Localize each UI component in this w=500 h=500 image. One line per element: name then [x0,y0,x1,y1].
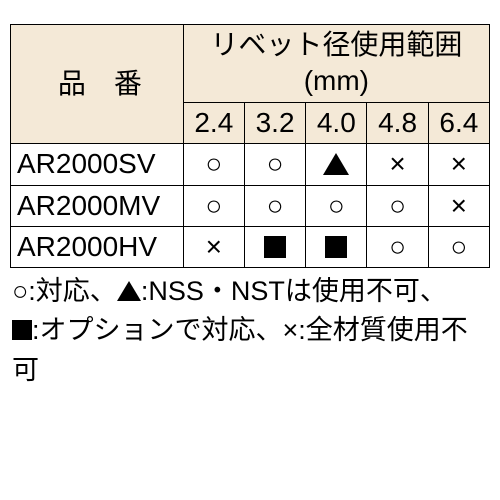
content-wrap: 品 番 リベット径使用範囲(mm) 2.4 3.2 4.0 4.8 6.4 AR… [0,0,500,400]
legend-line-1: ○:対応、 :NSS・NSTは使用不可、 [12,272,490,311]
cell [306,226,367,267]
cell [306,144,367,185]
size-1: 3.2 [244,102,305,143]
model-cell: AR2000MV [11,185,184,226]
size-3: 4.8 [367,102,428,143]
cell: ○ [367,226,428,267]
cell: × [428,144,489,185]
cell: ○ [306,185,367,226]
cell: ○ [244,144,305,185]
legend: ○:対応、 :NSS・NSTは使用不可、 :オプションで対応、×:全材質使用不可 [10,272,490,389]
size-2: 4.0 [306,102,367,143]
header-model: 品 番 [11,25,184,144]
header-range: リベット径使用範囲(mm) [183,25,489,103]
model-cell: AR2000SV [11,144,184,185]
triangle-icon [117,281,141,301]
table-row: AR2000MV ○ ○ ○ ○ × [11,185,490,226]
legend-triangle-text: :NSS・NSTは使用不可、 [141,276,447,306]
table-row: AR2000SV ○ ○ × × [11,144,490,185]
cell: ○ [244,185,305,226]
square-icon [12,320,32,340]
legend-circle-text: ○:対応、 [12,276,117,306]
cell: × [428,185,489,226]
table-row: AR2000HV × ○ ○ [11,226,490,267]
cell [244,226,305,267]
size-0: 2.4 [183,102,244,143]
cell: ○ [183,144,244,185]
cell: × [367,144,428,185]
cell: ○ [183,185,244,226]
model-cell: AR2000HV [11,226,184,267]
square-icon [325,236,347,258]
square-icon [264,236,286,258]
cell: ○ [367,185,428,226]
compat-table: 品 番 リベット径使用範囲(mm) 2.4 3.2 4.0 4.8 6.4 AR… [10,24,490,268]
header-row-1: 品 番 リベット径使用範囲(mm) [11,25,490,103]
triangle-icon [323,153,349,175]
legend-line-2: :オプションで対応、×:全材質使用不可 [12,311,490,389]
cell: ○ [428,226,489,267]
cell: × [183,226,244,267]
legend-square-text: :オプションで対応、 [32,315,283,345]
size-4: 6.4 [428,102,489,143]
